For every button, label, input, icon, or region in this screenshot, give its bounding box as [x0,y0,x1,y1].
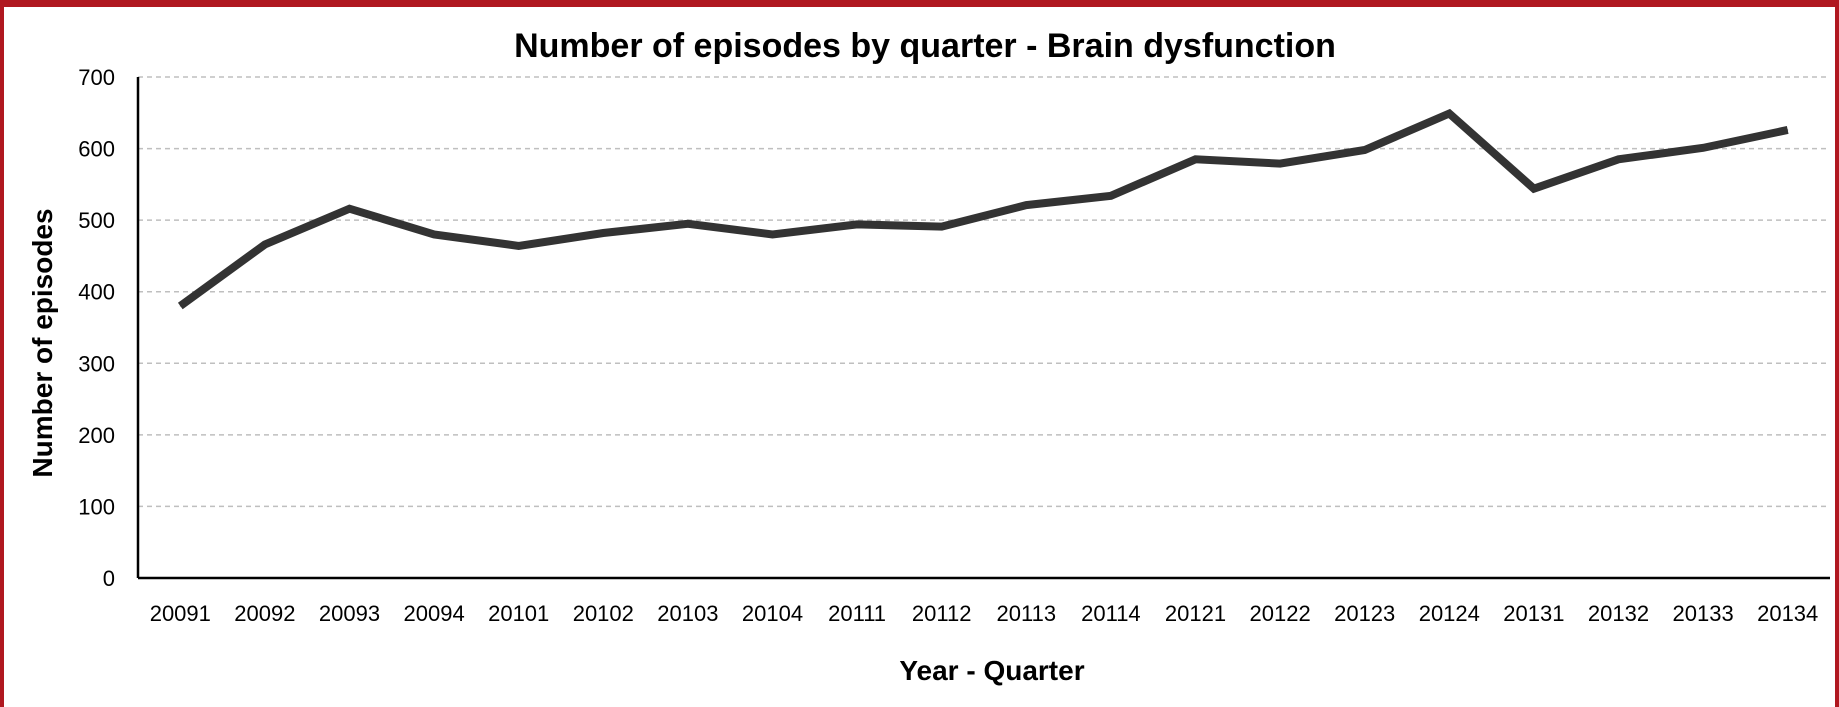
gridlines [138,76,1830,508]
y-tick-label: 100 [78,494,115,519]
data-point [1195,158,1196,160]
data-point [179,305,181,307]
data-point [264,243,266,245]
y-tick-label: 200 [78,423,115,448]
data-point [1448,113,1450,115]
y-tick-label: 400 [78,280,115,305]
data-point [1787,129,1789,131]
y-axis-title: Number of episodes [27,208,58,477]
x-tick-labels: 20091 20092 20093 20094 20101 20102 20103 20104… [150,601,1819,626]
y-tick-label: 500 [78,208,115,233]
x-tick-label: 20102 [573,601,634,626]
data-point [687,223,689,225]
x-tick-label: 20123 [1334,601,1395,626]
y-tick-label: 0 [103,566,115,591]
data-point [602,232,604,234]
axes [136,77,1830,580]
x-tick-label: 20103 [657,601,718,626]
data-point [1364,149,1366,151]
x-tick-label: 20121 [1165,601,1226,626]
data-point [349,208,350,210]
x-tick-label: 20093 [319,601,380,626]
series-line [177,108,1789,310]
y-tick-label: 300 [78,351,115,376]
x-axis-title: Year - Quarter [899,655,1084,686]
x-tick-label: 20124 [1419,601,1480,626]
data-point [1618,158,1619,160]
data-point [856,223,858,225]
y-tick-label: 700 [78,65,115,90]
data-point [772,233,773,235]
x-tick-label: 20091 [150,601,211,626]
chart-title: Number of episodes by quarter - Brain dy… [514,27,1336,65]
x-tick-label: 20132 [1588,601,1649,626]
data-point [1025,204,1027,206]
x-tick-label: 20134 [1757,601,1818,626]
data-point [1279,163,1281,165]
x-tick-label: 20114 [1081,601,1141,626]
data-point [1110,195,1112,197]
x-tick-label: 20094 [404,601,465,626]
x-tick-label: 20112 [912,601,972,626]
data-point [433,233,435,235]
series-group [177,108,1789,310]
data-point [1702,147,1704,149]
y-tick-label: 600 [78,137,115,162]
x-tick-label: 20133 [1673,601,1734,626]
x-tick-label: 20101 [488,601,549,626]
x-tick-label: 20104 [742,601,803,626]
x-tick-label: 20131 [1503,601,1564,626]
y-tick-labels: 0 100 200 300 400 500 600 700 [78,65,115,591]
data-point [518,245,520,247]
x-tick-label: 20122 [1250,601,1311,626]
x-tick-label: 20113 [997,601,1057,626]
x-tick-label: 20111 [828,601,886,626]
data-point [941,226,943,228]
data-point [1533,188,1535,190]
x-tick-label: 20092 [234,601,295,626]
